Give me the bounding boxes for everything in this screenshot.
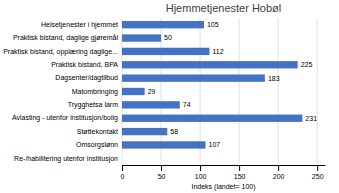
data-label: 231 (305, 115, 317, 122)
data-label: 29 (148, 88, 156, 95)
y-tick: Omsorgslønn (76, 141, 118, 149)
y-tick-label: Støttekontakt (77, 128, 118, 135)
x-tick: 200 (273, 165, 285, 180)
data-label: 74 (183, 101, 191, 108)
chart: 105 50 112 225 183 29 74 231 58 107 Helsetjenester… (0, 0, 339, 193)
data-label: 105 (207, 21, 219, 28)
y-tick: Matombringing (72, 88, 118, 96)
data-label: 58 (170, 128, 178, 135)
x-tick-mark (278, 165, 279, 171)
x-tick-mark (122, 165, 123, 171)
bar (122, 141, 206, 148)
x-tick-mark (200, 165, 201, 171)
x-axis-title: Indeks (landet= 100) (191, 183, 255, 191)
y-tick: Avlasting - utenfor institusjon/bolig (12, 114, 118, 122)
plot: 105 50 112 225 183 29 74 231 58 107 Helsetjenester… (3, 18, 325, 180)
bar (122, 61, 298, 68)
bar (122, 128, 167, 135)
x-tick-mark (317, 165, 318, 171)
y-tick: Praktisk bistand, daglige gjøremål (13, 34, 118, 42)
bar (122, 88, 145, 95)
y-tick: Dagsenter/dagtilbud (55, 74, 118, 82)
y-tick: Helsetjenester i hjemmet (41, 21, 118, 29)
x-tick: 0 (121, 165, 125, 180)
y-tick-label: Avlasting - utenfor institusjon/bolig (12, 114, 118, 122)
chart-container: 105 50 112 225 183 29 74 231 58 107 Helsetjenester… (0, 0, 339, 193)
x-tick-label: 100 (195, 173, 207, 180)
y-tick: Re-/habilitering utenfor institusjon (14, 155, 118, 163)
data-labels: 105 50 112 225 183 29 74 231 58 107 (148, 21, 318, 148)
y-tick: Praktisk bistand, opplæring daglige... (3, 48, 118, 56)
data-label: 112 (212, 48, 223, 55)
y-tick: Trygghetsa larm (68, 101, 118, 109)
y-tick-label: Praktisk bistand, BPA (51, 61, 118, 68)
x-tick: 100 (195, 165, 207, 180)
y-tick-label: Dagsenter/dagtilbud (55, 74, 118, 82)
y-tick: Praktisk bistand, BPA (51, 61, 118, 68)
x-tick-label: 200 (273, 173, 285, 180)
y-tick-label: Trygghetsa larm (68, 101, 118, 109)
bars (122, 21, 302, 149)
x-tick: 250 (312, 165, 324, 180)
data-label: 183 (268, 75, 280, 82)
bar (122, 48, 209, 55)
title: Hjemmetjenester Hobøl (166, 2, 282, 14)
y-tick-label: Matombringing (72, 88, 118, 96)
grid (122, 18, 317, 165)
grid-line (278, 18, 279, 165)
x-axis-line (123, 165, 326, 166)
bar (122, 115, 302, 122)
data-label: 107 (209, 141, 221, 148)
y-tick-label: Praktisk bistand, opplæring daglige... (3, 48, 118, 56)
bar (122, 34, 161, 41)
x-tick-mark (161, 165, 162, 171)
x-tick: 50 (158, 165, 166, 180)
x-tick: 150 (234, 165, 246, 180)
y-tick-label: Helsetjenester i hjemmet (41, 21, 118, 29)
bar (122, 21, 204, 28)
grid-line (239, 18, 240, 165)
bar (122, 74, 265, 81)
x-tick-label: 0 (121, 173, 125, 180)
bar (122, 155, 123, 162)
x-axis: 0 50 100 150 200 250 (121, 165, 326, 180)
y-tick-label: Praktisk bistand, daglige gjøremål (13, 34, 118, 42)
y-axis: Helsetjenester i hjemmet Praktisk bistand… (3, 21, 118, 163)
y-tick-label: Omsorgslønn (76, 141, 118, 149)
bar (122, 101, 180, 108)
grid-line (317, 18, 318, 165)
x-tick-label: 250 (312, 173, 324, 180)
x-tick-mark (239, 165, 240, 171)
y-tick-label: Re-/habilitering utenfor institusjon (14, 155, 118, 163)
x-tick-label: 150 (234, 173, 246, 180)
data-label: 50 (164, 34, 172, 41)
data-label: 225 (301, 61, 313, 68)
x-tick-label: 50 (158, 173, 166, 180)
y-tick: Støttekontakt (77, 128, 118, 135)
